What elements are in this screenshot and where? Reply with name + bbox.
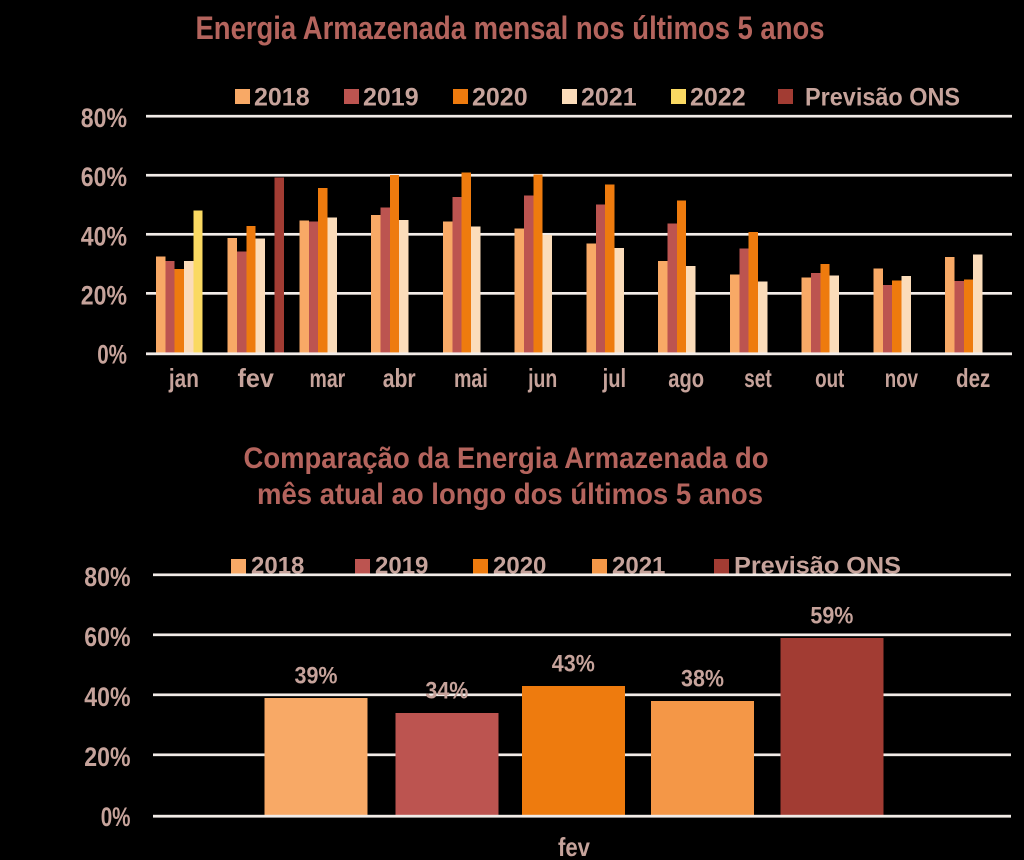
svg-text:fev: fev (558, 832, 590, 860)
svg-text:2021: 2021 (581, 84, 637, 112)
svg-text:59%: 59% (810, 602, 853, 629)
svg-text:jan: jan (168, 363, 199, 393)
svg-text:fev: fev (238, 363, 275, 393)
svg-text:jun: jun (527, 363, 557, 393)
svg-text:ago: ago (668, 363, 704, 393)
svg-text:2022: 2022 (690, 84, 746, 112)
svg-text:2019: 2019 (363, 84, 419, 112)
svg-text:2020: 2020 (472, 84, 528, 112)
svg-text:jul: jul (602, 363, 626, 393)
svg-text:Comparação da Energia Armazena: Comparação da Energia Armazenada do (244, 442, 769, 475)
svg-text:0%: 0% (97, 339, 127, 369)
svg-text:mai: mai (454, 363, 488, 393)
svg-text:abr: abr (383, 363, 416, 393)
svg-text:20%: 20% (81, 280, 127, 310)
svg-text:40%: 40% (81, 221, 127, 251)
svg-text:38%: 38% (681, 665, 724, 692)
svg-text:set: set (744, 363, 772, 393)
svg-text:mar: mar (310, 363, 346, 393)
svg-text:nov: nov (885, 363, 919, 393)
svg-text:80%: 80% (81, 103, 127, 133)
svg-text:Previsão ONS: Previsão ONS (805, 84, 960, 112)
svg-text:39%: 39% (295, 662, 338, 689)
svg-text:0%: 0% (101, 802, 131, 832)
svg-text:60%: 60% (81, 162, 127, 192)
svg-text:20%: 20% (84, 742, 130, 772)
svg-text:2018: 2018 (254, 84, 310, 112)
svg-text:34%: 34% (425, 677, 468, 704)
svg-text:out: out (815, 363, 844, 393)
svg-text:60%: 60% (84, 622, 130, 652)
svg-text:43%: 43% (552, 650, 595, 677)
svg-text:dez: dez (956, 363, 990, 393)
svg-text:40%: 40% (84, 682, 130, 712)
svg-text:Energia Armazenada mensal nos: Energia Armazenada mensal nos últimos 5 … (196, 10, 825, 46)
svg-text:mês atual ao longo dos últimos: mês atual ao longo dos últimos 5 anos (257, 478, 763, 511)
svg-text:80%: 80% (84, 562, 130, 592)
